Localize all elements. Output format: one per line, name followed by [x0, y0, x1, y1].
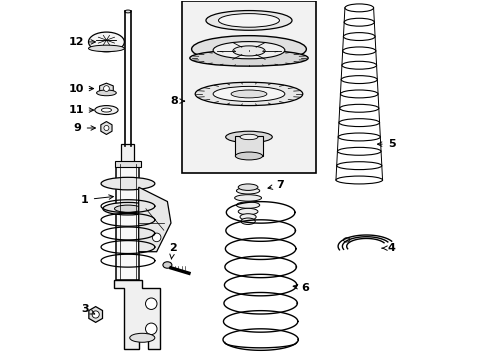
Text: 10: 10 [68, 84, 93, 94]
Ellipse shape [236, 188, 259, 194]
Ellipse shape [232, 46, 264, 56]
Ellipse shape [218, 14, 279, 27]
Ellipse shape [101, 108, 111, 112]
Ellipse shape [213, 86, 285, 102]
Ellipse shape [236, 202, 259, 208]
Ellipse shape [234, 195, 261, 201]
Text: 5: 5 [377, 139, 394, 149]
Ellipse shape [195, 82, 302, 105]
Bar [121, 144, 134, 164]
Text: 7: 7 [267, 180, 284, 190]
Ellipse shape [238, 184, 258, 190]
Ellipse shape [241, 218, 255, 225]
Text: 3: 3 [81, 304, 95, 314]
Circle shape [152, 233, 161, 242]
Ellipse shape [163, 262, 171, 268]
Polygon shape [139, 187, 171, 252]
Polygon shape [100, 83, 113, 94]
Text: 11: 11 [68, 105, 93, 115]
Circle shape [103, 86, 109, 91]
Circle shape [145, 323, 157, 334]
Ellipse shape [114, 205, 141, 212]
Ellipse shape [102, 202, 153, 215]
Ellipse shape [191, 36, 306, 63]
Bar [115, 161, 141, 167]
Ellipse shape [88, 32, 124, 52]
Polygon shape [113, 280, 160, 348]
Ellipse shape [124, 10, 131, 13]
Ellipse shape [205, 10, 291, 30]
Ellipse shape [240, 214, 256, 220]
Ellipse shape [225, 131, 272, 143]
Circle shape [92, 311, 99, 318]
Ellipse shape [129, 333, 155, 342]
Polygon shape [101, 122, 112, 134]
Text: 6: 6 [293, 283, 309, 293]
Ellipse shape [230, 90, 266, 98]
Text: 4: 4 [381, 243, 395, 253]
Ellipse shape [240, 134, 258, 140]
Bar [182, 1, 316, 173]
Polygon shape [89, 307, 102, 322]
Ellipse shape [96, 90, 116, 96]
Text: 8: 8 [170, 96, 184, 106]
Text: 9: 9 [74, 123, 95, 133]
Circle shape [104, 126, 109, 131]
Bar [116, 164, 139, 280]
Circle shape [145, 298, 157, 310]
Ellipse shape [95, 105, 118, 114]
Ellipse shape [101, 177, 155, 190]
Text: 12: 12 [68, 37, 95, 47]
Ellipse shape [238, 208, 258, 215]
Text: 2: 2 [168, 243, 176, 259]
Ellipse shape [343, 238, 349, 242]
Bar [235, 136, 262, 156]
Ellipse shape [235, 152, 262, 160]
Ellipse shape [189, 50, 307, 66]
Ellipse shape [213, 41, 285, 59]
Text: 1: 1 [81, 195, 113, 205]
Ellipse shape [88, 45, 124, 51]
